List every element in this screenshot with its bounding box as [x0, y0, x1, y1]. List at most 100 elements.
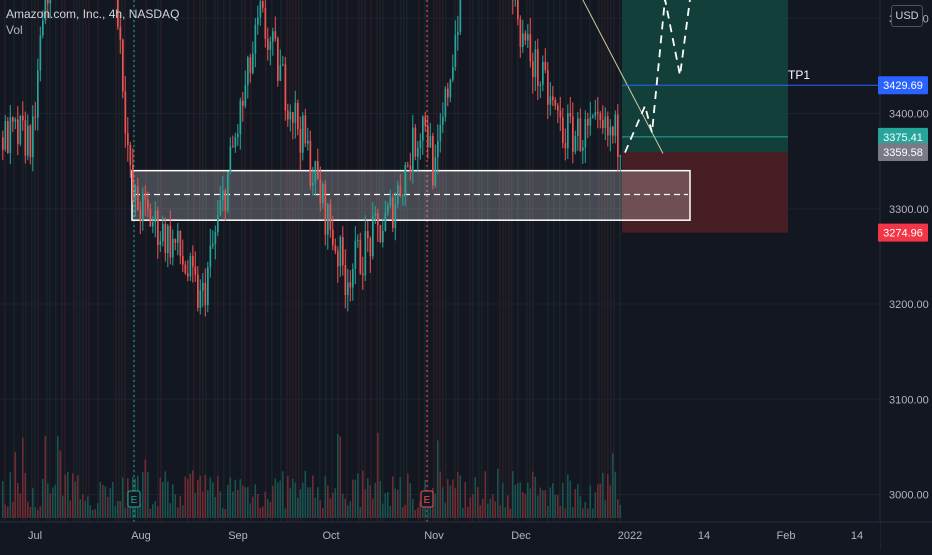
- volume-bar: [255, 484, 257, 518]
- volume-bar: [522, 492, 524, 518]
- volume-bar: [45, 436, 47, 518]
- candle-body: [180, 231, 182, 256]
- volume-bar: [402, 507, 404, 518]
- candle-body: [517, 0, 519, 19]
- candle-body: [397, 185, 399, 203]
- candle-body: [222, 191, 224, 200]
- session-stripe: [214, 0, 216, 522]
- volume-bar: [287, 476, 289, 518]
- volume-bar: [40, 506, 42, 518]
- session-stripe: [34, 0, 36, 522]
- candle-body: [607, 117, 609, 136]
- candle-body: [545, 62, 547, 70]
- volume-bar: [410, 483, 412, 518]
- candle-body: [242, 101, 244, 106]
- session-stripe: [85, 0, 87, 522]
- volume-bar: [50, 494, 52, 518]
- candle-body: [430, 136, 432, 147]
- candle-body: [445, 89, 447, 117]
- candle-body: [602, 120, 604, 128]
- volume-bar: [380, 481, 382, 518]
- session-stripe: [472, 0, 474, 522]
- price-badge-text: 3359.58: [883, 147, 923, 159]
- candle-body: [560, 110, 562, 117]
- volume-bar: [122, 477, 124, 518]
- candle-body: [410, 166, 412, 172]
- volume-bar: [42, 479, 44, 518]
- volume-bar: [275, 479, 277, 518]
- volume-bar: [437, 440, 439, 518]
- session-stripe: [286, 0, 288, 522]
- session-stripe: [433, 0, 435, 522]
- volume-bar: [492, 494, 494, 518]
- candle-body: [17, 119, 19, 143]
- candle-body: [197, 275, 199, 308]
- candle-body: [182, 256, 184, 264]
- volume-bar: [170, 503, 172, 518]
- candle-body: [40, 35, 42, 70]
- candle-body: [177, 231, 179, 243]
- session-stripe: [382, 0, 384, 522]
- candle-body: [372, 216, 374, 256]
- volume-bar: [237, 490, 239, 518]
- volume-bar: [450, 486, 452, 518]
- candle-body: [592, 116, 594, 117]
- volume-bar: [465, 482, 467, 518]
- volume-bar: [317, 487, 319, 518]
- volume-bar: [512, 471, 514, 518]
- volume-bar: [242, 485, 244, 518]
- volume-bar: [285, 509, 287, 518]
- candle-body: [610, 127, 612, 135]
- volume-bar: [72, 473, 74, 518]
- volume-bar: [455, 488, 457, 518]
- currency-button[interactable]: USD: [891, 5, 923, 27]
- volume-bar: [172, 484, 174, 518]
- volume-bar: [567, 475, 569, 518]
- volume-bar: [532, 472, 534, 518]
- candle-body: [572, 116, 574, 151]
- candle-body: [162, 224, 164, 241]
- candle-body: [605, 117, 607, 128]
- candle-body: [412, 128, 414, 172]
- volume-bar: [35, 507, 37, 518]
- volume-bar: [460, 476, 462, 518]
- candle-body: [537, 49, 539, 86]
- price-tick: 3000.00: [889, 490, 929, 502]
- volume-bar: [152, 504, 154, 518]
- candle-body: [535, 49, 537, 77]
- candle-body: [525, 33, 527, 40]
- candle-body: [132, 165, 134, 200]
- candle-body: [127, 133, 129, 145]
- session-stripe: [4, 0, 6, 522]
- volume-bar: [545, 490, 547, 518]
- volume-bar: [535, 477, 537, 518]
- candle-body: [617, 115, 619, 157]
- candle-body: [155, 210, 157, 222]
- candle-body: [300, 129, 302, 153]
- candle-body: [142, 194, 144, 221]
- volume-bar: [175, 495, 177, 518]
- session-stripe: [499, 0, 501, 522]
- candle-body: [157, 210, 159, 245]
- volume-bar: [400, 477, 402, 518]
- candle-body: [187, 273, 189, 276]
- volume-bar: [605, 500, 607, 518]
- volume-bar: [102, 485, 104, 518]
- volume-bar: [320, 500, 322, 518]
- candle-body: [152, 222, 154, 226]
- volume-bar: [560, 506, 562, 518]
- candle-body: [557, 106, 559, 111]
- volume-bar: [472, 494, 474, 518]
- session-stripe: [49, 0, 51, 522]
- candle-body: [255, 25, 257, 54]
- candle-body: [345, 265, 347, 295]
- candle-body: [380, 225, 382, 242]
- session-stripe: [223, 0, 225, 522]
- support-zone: [132, 171, 690, 221]
- session-stripe: [400, 0, 402, 522]
- candle-body: [587, 119, 589, 125]
- volume-bar: [115, 506, 117, 518]
- volume-bar: [335, 488, 337, 518]
